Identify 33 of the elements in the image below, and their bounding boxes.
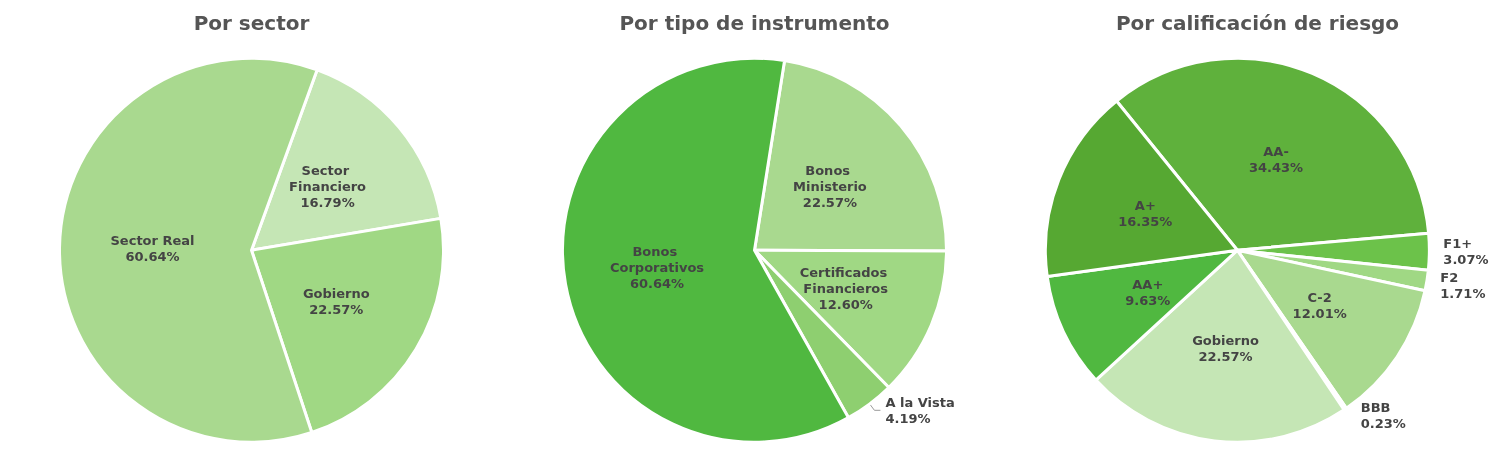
slice-label: Sector Financiero — [289, 163, 367, 195]
slice-label: C-2 — [1307, 289, 1332, 305]
data-label: 4.19% — [885, 410, 931, 426]
data-label: 12.01% — [1292, 305, 1347, 321]
data-label: 3.07% — [1443, 252, 1489, 268]
chart-title: Por tipo de instrumento — [619, 11, 890, 35]
data-label: 60.64% — [629, 276, 685, 292]
slice-label: A+ — [1134, 198, 1156, 214]
data-label: 60.64% — [125, 249, 180, 265]
chart-title: Por calificación de riesgo — [1115, 11, 1400, 35]
data-label: 22.57% — [802, 194, 857, 210]
data-label: 9.63% — [1125, 292, 1171, 308]
slice-label: AA- — [1263, 143, 1289, 159]
data-label: 12.60% — [818, 297, 873, 313]
data-label: 1.71% — [1440, 286, 1486, 302]
slice-label: Bonos Ministerio — [793, 162, 867, 194]
chart-title: Por sector — [193, 11, 310, 35]
slice-label: Bonos Corporativos — [609, 244, 705, 276]
data-label: 34.43% — [1248, 159, 1304, 175]
slice-label: AA+ — [1132, 276, 1164, 292]
slice-label: BBB — [1360, 400, 1391, 416]
slice-label: F2 — [1440, 270, 1459, 286]
slice-label: F1+ — [1443, 236, 1473, 252]
slice-label: Certificados Financieros — [799, 265, 892, 297]
data-label: 22.57% — [1198, 349, 1253, 365]
data-label: 16.35% — [1118, 214, 1173, 230]
data-label: 0.23% — [1360, 416, 1406, 432]
slice-label: Sector Real — [110, 233, 195, 249]
data-label: 16.79% — [300, 195, 355, 211]
slice-label: A la Vista — [885, 394, 955, 410]
data-label: 22.57% — [309, 301, 364, 317]
slice-label: Gobierno — [302, 285, 370, 301]
slice-label: Gobierno — [1192, 333, 1260, 349]
